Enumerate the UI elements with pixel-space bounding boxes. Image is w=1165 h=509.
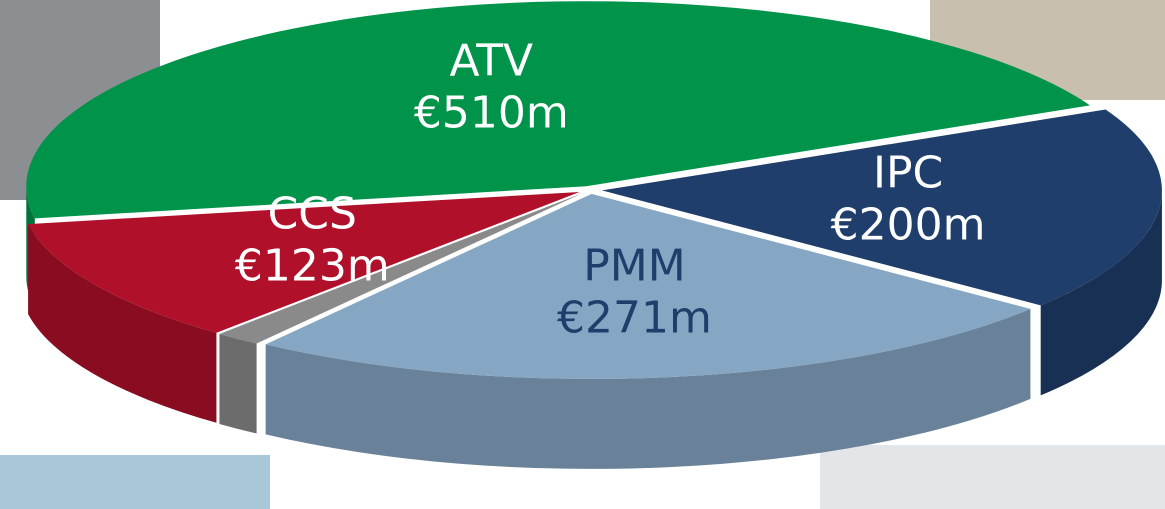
pie-slice — [265, 193, 1031, 379]
pie-slice — [28, 191, 580, 333]
slice-label: PMM — [583, 241, 685, 292]
pie-side — [265, 308, 1031, 469]
value-label: €123m — [235, 241, 390, 292]
pie: ATV€510m IPC€200m PMM€271m CCS€123m — [26, 1, 1162, 469]
pie-sides — [26, 186, 1162, 469]
slice-label: IPC — [873, 148, 943, 199]
slice-label: CCS — [268, 189, 357, 240]
pie-slice — [601, 109, 1162, 306]
value-label: €200m — [831, 200, 986, 251]
pie-side — [219, 333, 257, 434]
pie-side — [1040, 190, 1162, 396]
background-photo — [820, 445, 1165, 509]
value-label: €510m — [414, 87, 569, 138]
value-label: €271m — [557, 293, 712, 344]
pie-slice — [219, 193, 583, 344]
background-photo — [0, 455, 270, 509]
pie-slice — [26, 1, 1090, 219]
pie-side — [28, 224, 217, 423]
slice-label: ATV — [449, 35, 533, 86]
